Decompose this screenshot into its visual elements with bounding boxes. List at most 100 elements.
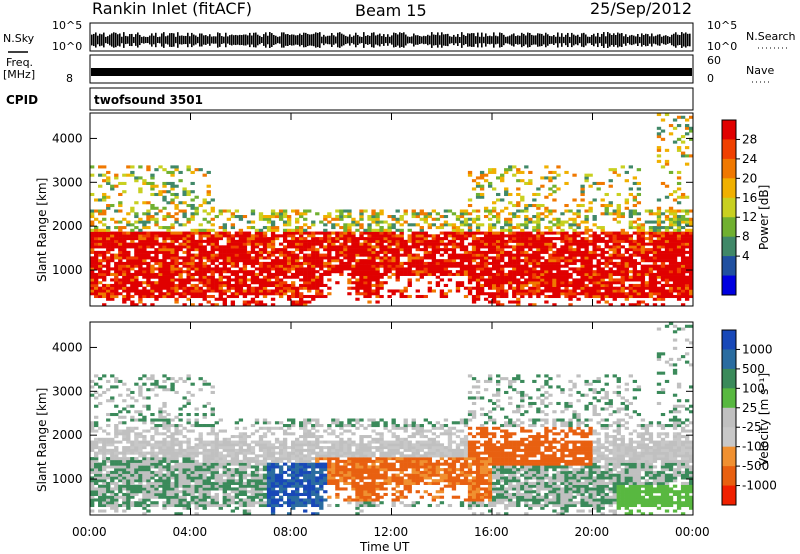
heatmap-cell	[475, 184, 481, 188]
heatmap-cell	[496, 198, 501, 202]
heatmap-cell	[182, 215, 187, 219]
heatmap-cell	[520, 245, 525, 249]
heatmap-cell	[492, 226, 497, 230]
heatmap-cell	[536, 223, 541, 227]
heatmap-cell	[198, 256, 203, 260]
heatmap-cell	[664, 294, 670, 299]
heatmap-cell	[528, 303, 533, 307]
nsky-bar	[157, 36, 159, 44]
heatmap-cell	[612, 261, 617, 265]
nsky-bar	[137, 32, 139, 48]
heatmap-cell	[270, 267, 276, 271]
heatmap-cell	[94, 198, 99, 202]
heatmap-cell	[286, 250, 292, 254]
heatmap-cell	[286, 217, 292, 221]
heatmap-cell	[660, 272, 666, 276]
heatmap-cell	[98, 448, 103, 452]
nsky-bar	[449, 36, 451, 44]
heatmap-cell	[118, 429, 123, 433]
heatmap-cell	[676, 124, 682, 128]
heatmap-cell	[230, 242, 236, 246]
heatmap-cell	[242, 256, 248, 260]
heatmap-cell	[419, 239, 424, 243]
heatmap-cell	[166, 487, 171, 491]
heatmap-cell	[680, 151, 686, 155]
heatmap-cell	[270, 261, 276, 265]
heatmap-cell	[98, 272, 103, 276]
heatmap-cell	[270, 253, 276, 257]
heatmap-cell	[126, 270, 131, 274]
heatmap-cell	[158, 476, 163, 480]
heatmap-cell	[138, 454, 143, 458]
nsky-bar	[577, 34, 579, 46]
heatmap-cell	[222, 275, 227, 279]
heatmap-cell	[134, 270, 139, 274]
heatmap-cell	[351, 239, 356, 243]
heatmap-cell	[588, 184, 593, 188]
heatmap-cell	[604, 203, 609, 208]
nsky-bar	[549, 35, 551, 45]
heatmap-cell	[138, 228, 143, 232]
heatmap-cell	[548, 170, 553, 174]
heatmap-cell	[206, 190, 211, 194]
heatmap-cell	[580, 275, 585, 279]
heatmap-cell	[516, 201, 521, 205]
heatmap-cell	[492, 261, 497, 265]
heatmap-cell	[479, 267, 485, 271]
heatmap-cell	[668, 170, 674, 174]
heatmap-cell	[206, 212, 211, 216]
heatmap-cell	[584, 294, 589, 299]
heatmap-cell	[355, 289, 360, 293]
heatmap-cell	[186, 275, 191, 279]
nsky-bar	[121, 36, 123, 44]
heatmap-cell	[584, 275, 589, 279]
heatmap-cell	[174, 256, 179, 260]
heatmap-cell	[375, 220, 380, 224]
heatmap-cell	[403, 253, 408, 257]
heatmap-cell	[411, 272, 416, 276]
heatmap-cell	[114, 294, 119, 299]
heatmap-cell	[154, 484, 159, 488]
heatmap-cell	[186, 465, 191, 469]
heatmap-cell	[254, 300, 260, 304]
heatmap-cell	[508, 250, 513, 254]
heatmap-cell	[604, 259, 609, 263]
heatmap-cell	[250, 261, 256, 265]
heatmap-cell	[600, 294, 605, 299]
heatmap-cell	[130, 281, 135, 285]
heatmap-cell	[427, 245, 432, 249]
heatmap-cell	[178, 501, 183, 505]
heatmap-cell	[419, 272, 424, 276]
heatmap-cell	[371, 245, 376, 249]
heatmap-cell	[443, 248, 449, 252]
heatmap-cell	[395, 234, 400, 238]
heatmap-cell	[532, 270, 537, 274]
heatmap-cell	[142, 248, 147, 252]
heatmap-cell	[282, 259, 288, 263]
heatmap-cell	[150, 275, 155, 279]
heatmap-cell	[222, 261, 227, 265]
heatmap-cell	[178, 270, 183, 274]
heatmap-cell	[600, 261, 605, 265]
heatmap-cell	[339, 253, 344, 257]
heatmap-cell	[548, 226, 553, 230]
heatmap-cell	[504, 261, 509, 265]
heatmap-cell	[114, 501, 119, 505]
heatmap-cell	[500, 228, 505, 232]
heatmap-cell	[411, 234, 416, 238]
heatmap-cell	[138, 448, 143, 452]
heatmap-cell	[210, 198, 215, 202]
heatmap-cell	[222, 231, 227, 235]
heatmap-cell	[676, 278, 682, 282]
heatmap-cell	[210, 234, 215, 238]
heatmap-cell	[150, 374, 155, 378]
heatmap-cell	[323, 234, 328, 238]
heatmap-cell	[98, 473, 103, 477]
heatmap-cell	[616, 261, 621, 265]
heatmap-cell	[186, 462, 191, 466]
heatmap-cell	[371, 267, 376, 271]
heatmap-cell	[524, 259, 529, 263]
heatmap-cell	[154, 457, 159, 461]
heatmap-cell	[238, 248, 244, 252]
heatmap-cell	[371, 253, 376, 257]
